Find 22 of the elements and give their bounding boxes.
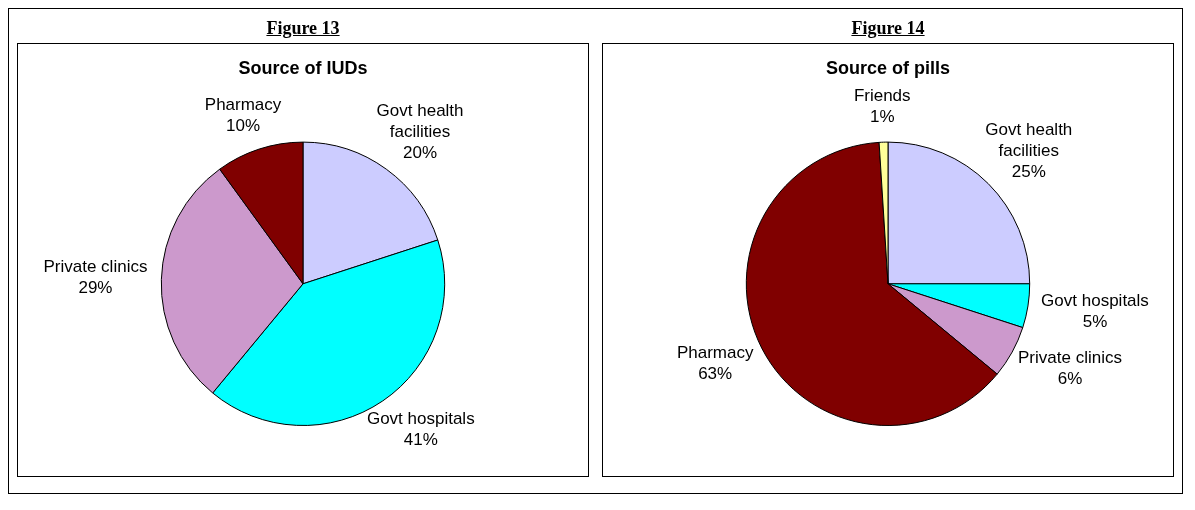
- data-label: 25%: [1011, 162, 1046, 182]
- slice-label: Pharmacy: [676, 343, 754, 363]
- data-label: 29%: [78, 278, 113, 298]
- data-label: 6%: [1057, 369, 1083, 389]
- data-label: 20%: [403, 143, 438, 163]
- slice-label: Govt hospitals: [366, 409, 475, 429]
- slice-label: Govt health facilities: [376, 101, 464, 142]
- data-label: 63%: [698, 364, 733, 384]
- data-label: 41%: [403, 430, 438, 450]
- slice-label: Govt hospitals: [1041, 290, 1149, 310]
- slice-label: Private clinics: [1018, 348, 1122, 368]
- chart-title: Source of IUDs: [238, 57, 368, 78]
- caption: Figure 13: [266, 17, 340, 40]
- chart-title: Source of pills: [825, 57, 951, 78]
- slice-label: Pharmacy: [204, 94, 282, 114]
- data-label: 10%: [226, 115, 261, 135]
- caption: Figure 14: [851, 17, 925, 40]
- data-label: 1%: [869, 107, 895, 127]
- slice-label: Govt health facilities: [985, 120, 1073, 161]
- slice-label: Private clinics: [43, 257, 148, 277]
- slice-label: Friends: [853, 86, 911, 106]
- data-label: 5%: [1082, 311, 1108, 331]
